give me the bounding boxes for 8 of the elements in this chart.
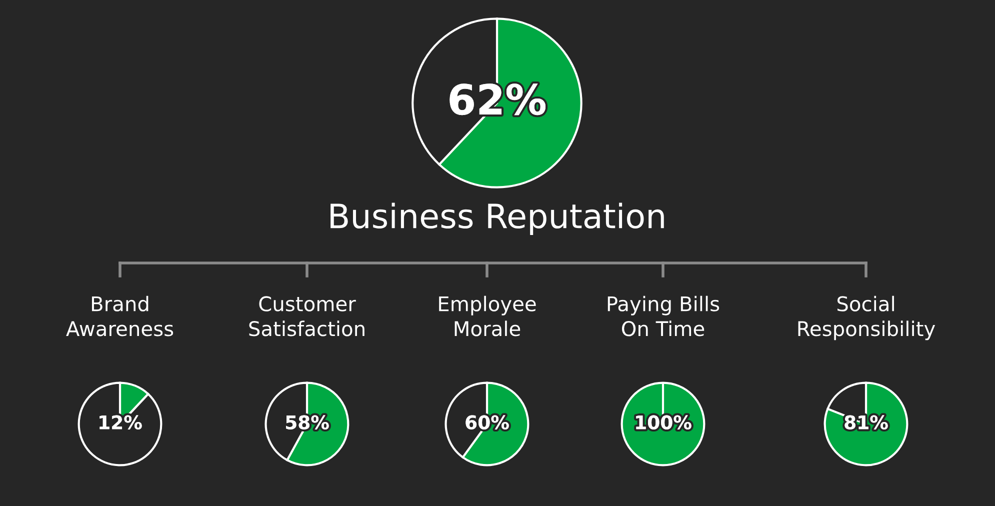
- chart-title: Brand Awareness: [66, 296, 174, 336]
- chart-title: Social Responsibility: [798, 296, 936, 340]
- text: 100%: [636, 415, 692, 430]
- chart-title: Customer Satisfaction: [249, 296, 364, 336]
- text: Business Reputation: [330, 202, 664, 236]
- chart-title: Employee Morale: [439, 296, 536, 336]
- chart-title: Paying Bills On Time: [608, 296, 720, 336]
- pie-slice: [78, 382, 162, 466]
